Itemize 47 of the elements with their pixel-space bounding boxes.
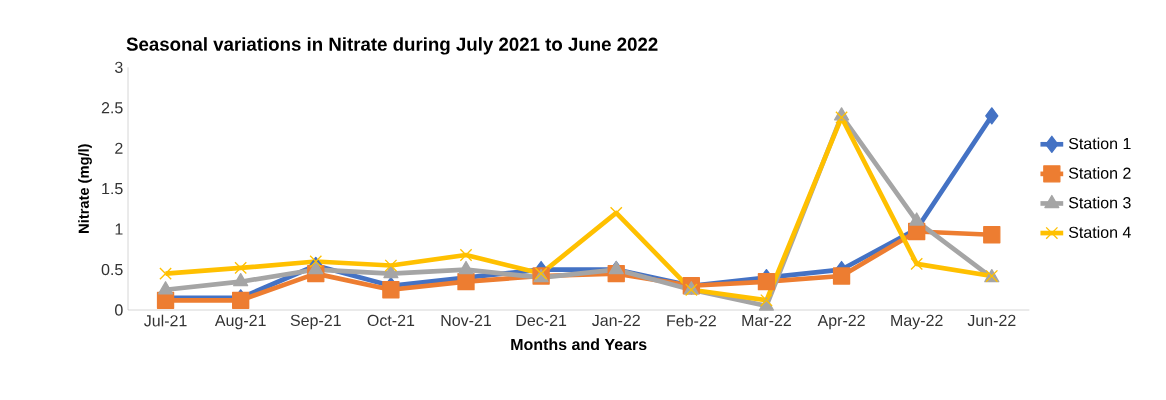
legend-label: Station 2 bbox=[1068, 167, 1131, 179]
point bbox=[234, 261, 247, 275]
y-tick-label: 3 bbox=[115, 61, 123, 73]
y-tick-label: 2.5 bbox=[101, 102, 123, 114]
legend-label: Station 1 bbox=[1068, 137, 1131, 150]
point bbox=[383, 264, 399, 279]
point bbox=[757, 273, 776, 291]
point bbox=[382, 281, 400, 299]
x-tick-label: Sep-21 bbox=[290, 314, 341, 330]
point bbox=[608, 260, 624, 275]
point bbox=[159, 267, 172, 280]
y-tick-label: 1 bbox=[115, 223, 123, 235]
point bbox=[457, 273, 475, 291]
x-tick-label: Jun-22 bbox=[967, 314, 1016, 327]
point bbox=[835, 111, 848, 124]
point bbox=[384, 259, 398, 272]
y-tick-label: 0 bbox=[115, 304, 123, 316]
x-tick-label: Mar-22 bbox=[742, 314, 791, 327]
point bbox=[233, 273, 249, 287]
point bbox=[309, 255, 323, 268]
legend-label: Station 3 bbox=[1068, 196, 1131, 209]
point bbox=[983, 226, 1001, 244]
x-tick-label: Aug-21 bbox=[214, 314, 266, 330]
x-tick-label: Feb-22 bbox=[667, 314, 716, 327]
point bbox=[909, 212, 925, 226]
x-tick-label: Dec-21 bbox=[516, 314, 567, 327]
y-tick-label: 2 bbox=[115, 142, 123, 154]
x-tick-label: Oct-21 bbox=[367, 314, 415, 327]
legend-label: Station 4 bbox=[1068, 226, 1131, 238]
point bbox=[458, 260, 474, 275]
x-tick-label: Jul-21 bbox=[144, 314, 187, 327]
chart-title: Seasonal variations in Nitrate during July 2021 to June 2022 bbox=[126, 37, 658, 55]
x-tick-label: Apr-22 bbox=[817, 314, 865, 330]
point bbox=[308, 260, 324, 275]
x-axis-title: Months and Years bbox=[511, 338, 647, 351]
x-tick-label: Jan-22 bbox=[592, 314, 640, 327]
point bbox=[459, 248, 473, 262]
point bbox=[985, 107, 999, 125]
point bbox=[760, 293, 773, 307]
point bbox=[157, 281, 174, 295]
x-tick-label: Nov-21 bbox=[441, 314, 491, 327]
y-axis-title: Nitrate (mg/l) bbox=[78, 144, 92, 233]
x-tick-label: May-22 bbox=[891, 314, 943, 330]
point bbox=[910, 257, 923, 271]
point bbox=[832, 267, 851, 285]
y-tick-label: 0.5 bbox=[101, 263, 123, 276]
y-tick-label: 1.5 bbox=[102, 183, 123, 195]
